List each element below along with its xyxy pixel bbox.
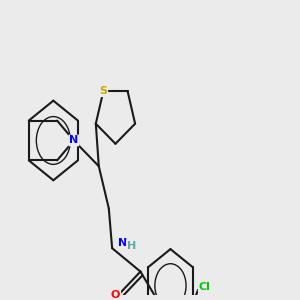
Text: N: N — [118, 238, 127, 248]
Text: S: S — [99, 86, 107, 96]
Text: Cl: Cl — [199, 282, 211, 292]
Text: N: N — [69, 136, 78, 146]
Text: O: O — [111, 290, 120, 300]
Text: H: H — [127, 241, 136, 251]
